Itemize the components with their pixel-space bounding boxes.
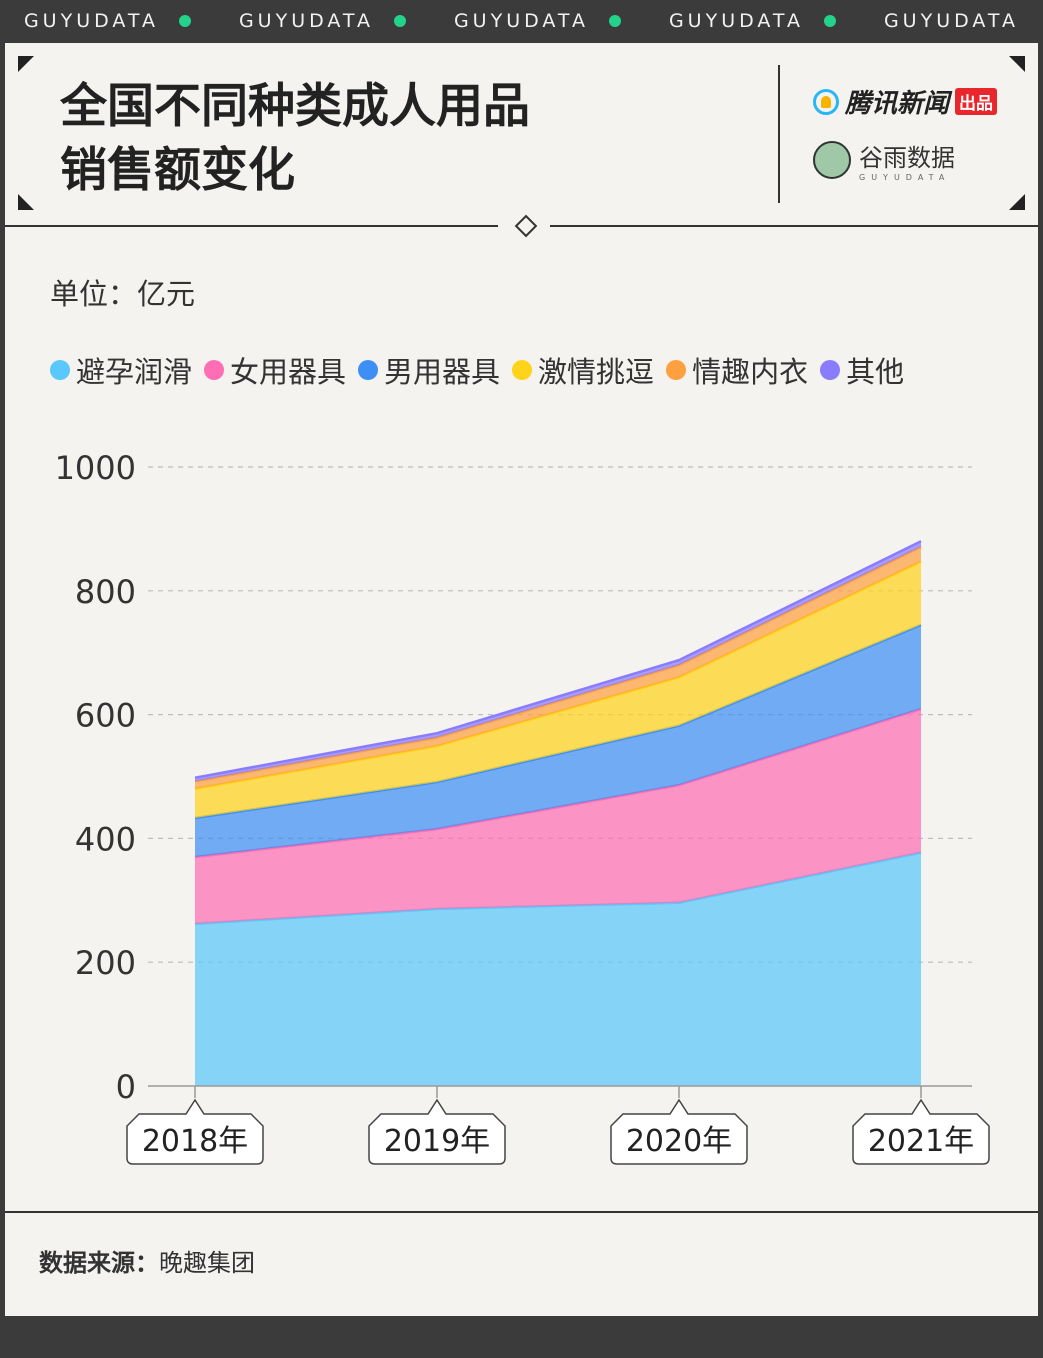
x-tick-label: 2018年 (142, 1124, 248, 1159)
ticker-item: GUYUDATA (454, 10, 622, 32)
tencent-bell-logo-icon (813, 88, 839, 115)
tencent-news-tag: 出品 (955, 88, 998, 115)
legend-item: 激情挑逗 (512, 349, 654, 391)
area-series (195, 624, 921, 857)
header-rule-left (5, 225, 498, 227)
ticker-item: GUYUDATA (24, 10, 192, 32)
x-label-box (126, 1098, 264, 1165)
ticker-item: GUYUDATA (883, 10, 1020, 32)
y-tick-label: 800 (75, 573, 136, 611)
title-line-2: 销售额变化 (60, 143, 295, 198)
series-line (194, 540, 922, 779)
data-source: 数据来源：晚趣集团 (39, 1243, 255, 1278)
legend-item: 女用器具 (204, 349, 346, 391)
ticker-item: GUYUDATA (239, 10, 407, 32)
x-tick-label: 2019年 (384, 1124, 490, 1159)
page-title: 全国不同种类成人用品 销售额变化 (60, 75, 530, 203)
y-tick-label: 1000 (55, 449, 136, 487)
ticker-item: GUYUDATA (669, 10, 837, 32)
footer-rule (5, 1211, 1038, 1213)
x-tick-label: 2020年 (626, 1124, 732, 1159)
guyu-data-sub: GUYUDATA (859, 173, 951, 182)
legend-label: 男用器具 (384, 355, 501, 389)
dot-icon (824, 15, 837, 27)
area-series (195, 561, 921, 818)
area-series (195, 852, 921, 1086)
x-label-box (852, 1098, 990, 1165)
top-ticker: GUYUDATA GUYUDATA GUYUDATA GUYUDATA GUYU… (0, 0, 1043, 42)
area-series (195, 709, 921, 924)
header-divider (778, 65, 780, 203)
legend-label: 激情挑逗 (538, 355, 655, 389)
y-tick-label: 0 (116, 1068, 136, 1106)
x-label-box (610, 1098, 748, 1165)
unit-label: 单位：亿元 (50, 277, 196, 311)
guyu-data-brand: 谷雨数据 GUYUDATA (813, 138, 955, 182)
dot-icon (179, 15, 192, 27)
legend-swatch-icon (820, 360, 841, 380)
title-line-1: 全国不同种类成人用品 (60, 79, 530, 134)
dot-icon (394, 15, 407, 27)
legend-swatch-icon (358, 360, 379, 380)
legend-swatch-icon (512, 360, 533, 380)
legend-item: 男用器具 (358, 349, 500, 391)
legend-swatch-icon (666, 360, 687, 380)
x-tick-label: 2021年 (868, 1124, 974, 1159)
legend-swatch-icon (204, 360, 225, 380)
legend-item: 其他 (820, 349, 904, 391)
x-label-box (368, 1098, 506, 1165)
header-rule-right (550, 225, 1038, 227)
chart-legend: 避孕润滑 女用器具 男用器具 激情挑逗 情趣内衣 其他 (50, 349, 904, 391)
legend-swatch-icon (50, 360, 70, 380)
corner-mark-icon (1009, 194, 1025, 210)
guyu-data-name: 谷雨数据 (859, 144, 955, 172)
legend-label: 女用器具 (230, 355, 347, 389)
chart-card: 全国不同种类成人用品 销售额变化 腾讯新闻 出品 谷雨数据 GUYUDATA 单… (5, 43, 1038, 1316)
y-tick-label: 400 (75, 820, 136, 858)
y-tick-label: 600 (75, 697, 136, 735)
source-value: 晚趣集团 (159, 1249, 255, 1277)
source-label: 数据来源： (39, 1249, 159, 1277)
corner-mark-icon (1009, 56, 1025, 72)
legend-item: 情趣内衣 (666, 349, 808, 391)
tencent-news-brand: 腾讯新闻 出品 (813, 83, 998, 120)
guyu-bird-logo-icon (813, 141, 851, 179)
corner-mark-icon (18, 56, 34, 72)
y-tick-label: 200 (75, 944, 136, 982)
legend-label: 情趣内衣 (692, 355, 809, 389)
legend-label: 其他 (846, 355, 905, 389)
legend-item: 避孕润滑 (50, 349, 192, 391)
tencent-news-name: 腾讯新闻 (845, 89, 950, 119)
legend-label: 避孕润滑 (76, 355, 193, 389)
corner-mark-icon (18, 194, 34, 210)
stacked-area-chart: 0 200 400 600 800 1000 2018年 2019年 2020年 2021年 (55, 449, 990, 1165)
dot-icon (609, 15, 622, 27)
